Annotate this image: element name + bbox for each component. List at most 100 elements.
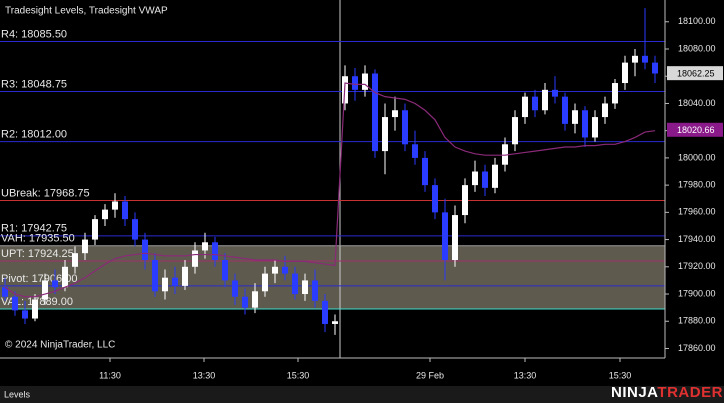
y-tick-label: 17960.00 (678, 207, 716, 217)
candle-body (312, 280, 318, 301)
candle-body (422, 157, 428, 186)
candle-body (2, 287, 8, 297)
candle-body (182, 266, 188, 286)
brand-logo: NINJATRADER (611, 384, 723, 401)
brand-part: TRADER (657, 384, 723, 401)
price-box (667, 122, 723, 137)
candle-body (292, 273, 298, 295)
candle-body (492, 164, 498, 188)
candle-body (72, 253, 78, 267)
brand-part: NINJA (611, 384, 658, 401)
candle-body (352, 76, 358, 90)
candle-body (42, 280, 48, 300)
y-tick-label: 18100.00 (678, 16, 716, 26)
candle-body (92, 219, 98, 240)
x-tick-label: 13:30 (514, 370, 537, 380)
candle-body (252, 291, 258, 308)
price-box-label: 18062.25 (677, 69, 715, 79)
y-tick-label: 17900.00 (678, 288, 716, 298)
candle-body (622, 62, 628, 84)
price-box (667, 66, 723, 81)
candle-body (572, 110, 578, 124)
copyright: © 2024 NinjaTrader, LLC (5, 340, 115, 351)
candle-body (102, 209, 108, 220)
y-tick-label: 17920.00 (678, 261, 716, 271)
x-tick-label: 29 Feb (416, 370, 444, 380)
candle-body (52, 280, 58, 288)
level-label: R3: 18048.75 (1, 78, 67, 90)
candle-body (152, 259, 158, 292)
candle-body (162, 277, 168, 292)
candle-body (242, 296, 248, 308)
candle-body (302, 280, 308, 295)
candle-body (652, 62, 658, 74)
level-label: R4: 18085.50 (1, 28, 67, 40)
chart-title: Tradesight Levels, Tradesight VWAP (5, 6, 168, 17)
candle-body (282, 266, 288, 274)
candle-body (642, 55, 648, 63)
candle-body (592, 117, 598, 138)
candle-body (212, 242, 218, 260)
candle-body (632, 55, 638, 63)
candle-body (452, 215, 458, 260)
candle-body (532, 96, 538, 111)
value-area (0, 245, 665, 309)
y-tick-label: 17940.00 (678, 234, 716, 244)
candle-body (222, 259, 228, 281)
tab-label[interactable]: Levels (4, 389, 31, 399)
candle-body (462, 185, 468, 216)
candle-body (332, 321, 338, 324)
level-label: R2: 18012.00 (1, 128, 67, 140)
y-tick-label: 17860.00 (678, 343, 716, 353)
candle-body (562, 96, 568, 124)
level-label: UPT: 17924.25 (1, 248, 74, 260)
candle-body (472, 171, 478, 186)
candle-body (482, 171, 488, 188)
candle-body (142, 239, 148, 260)
y-tick-label: 17980.00 (678, 180, 716, 190)
candle-body (382, 117, 388, 152)
y-tick-label: 17880.00 (678, 316, 716, 326)
x-tick-label: 15:30 (609, 370, 632, 380)
candle-body (552, 89, 558, 97)
candle-body (442, 212, 448, 260)
x-tick-label: 11:30 (99, 370, 121, 380)
candle-body (582, 110, 588, 138)
candle-body (262, 273, 268, 292)
level-label: UBreak: 17968.75 (1, 187, 90, 199)
candle-body (372, 73, 378, 152)
candle-body (612, 83, 618, 104)
candle-body (82, 239, 88, 254)
candle-body (32, 299, 38, 319)
candle-body (502, 144, 508, 165)
candle-body (272, 266, 278, 274)
x-tick-label: 13:30 (193, 370, 216, 380)
plot-area: R4: 18085.50 R3: 18048.75 R2: 18012.00 UBre… (0, 0, 665, 358)
candle-body (392, 110, 398, 118)
candle-body (172, 277, 178, 286)
status-bar (0, 386, 724, 403)
level-label: VAH: 17935.50 (1, 233, 75, 245)
candle-body (22, 310, 28, 319)
vwap-line (4, 82, 656, 298)
candle-body (432, 185, 438, 213)
y-tick-label: 18000.00 (678, 152, 716, 162)
candle-body (62, 266, 68, 288)
level-label: Pivot: 17906.00 (1, 273, 77, 285)
candle-body (362, 73, 368, 90)
level-label: R1: 17942.75 (1, 223, 67, 235)
candle-body (542, 89, 548, 111)
y-tick-label: 18080.00 (678, 43, 716, 53)
candle-body (12, 296, 18, 311)
candle-body (522, 96, 528, 118)
candle-body (512, 117, 518, 145)
candle-body (132, 219, 138, 240)
candle-body (232, 280, 238, 297)
candle-body (402, 110, 408, 145)
candle-body (322, 300, 328, 324)
candle-body (412, 144, 418, 158)
x-tick-label: 15:30 (287, 370, 310, 380)
candle-body (112, 201, 118, 210)
